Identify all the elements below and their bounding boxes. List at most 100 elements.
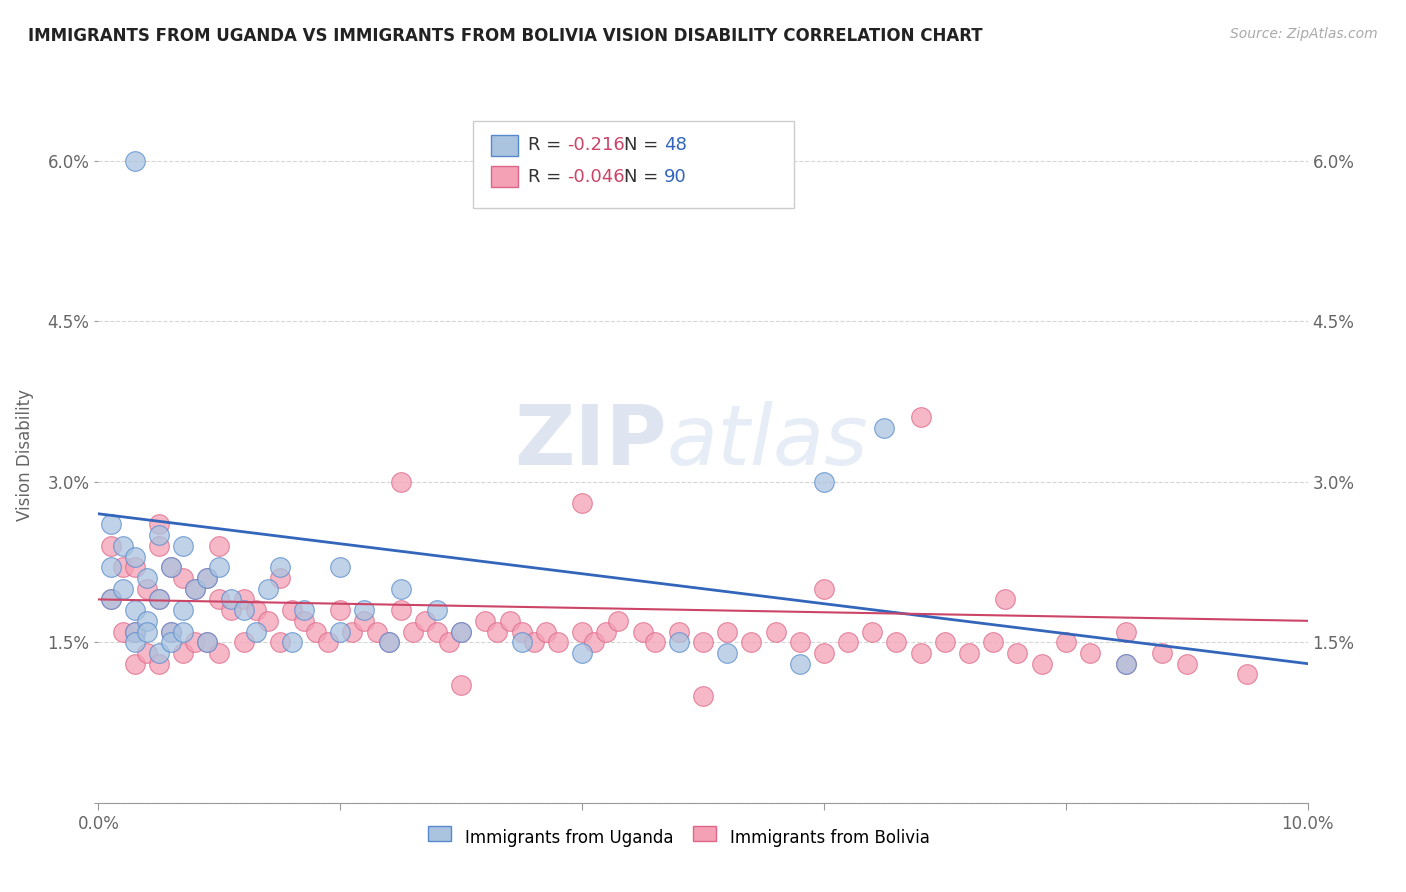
Point [111, 582, 134, 596]
Point [377, 635, 399, 649]
Point [510, 624, 533, 639]
Point [172, 603, 194, 617]
Point [474, 614, 496, 628]
Point [135, 614, 157, 628]
Text: IMMIGRANTS FROM UGANDA VS IMMIGRANTS FROM BOLIVIA VISION DISABILITY CORRELATION : IMMIGRANTS FROM UGANDA VS IMMIGRANTS FRO… [28, 27, 983, 45]
Point [329, 624, 352, 639]
Point [148, 657, 170, 671]
Point [668, 624, 690, 639]
Point [789, 635, 811, 649]
Point [124, 624, 146, 639]
Point [148, 517, 170, 532]
Point [184, 582, 207, 596]
Point [124, 153, 146, 168]
Point [583, 635, 606, 649]
Point [172, 539, 194, 553]
Point [111, 539, 134, 553]
Point [595, 624, 617, 639]
Point [124, 603, 146, 617]
Point [1115, 624, 1137, 639]
Point [256, 614, 278, 628]
Point [124, 624, 146, 639]
Point [389, 582, 412, 596]
Point [910, 410, 932, 425]
Point [860, 624, 883, 639]
Point [111, 560, 134, 574]
Point [957, 646, 980, 660]
Point [195, 635, 218, 649]
Point [232, 635, 254, 649]
Point [100, 592, 122, 607]
Point [124, 560, 146, 574]
Point [437, 635, 460, 649]
Point [1115, 657, 1137, 671]
Text: R =: R = [527, 168, 567, 186]
FancyBboxPatch shape [492, 135, 517, 156]
Point [342, 624, 364, 639]
Point [934, 635, 956, 649]
Point [148, 646, 170, 660]
Point [402, 624, 425, 639]
Point [668, 635, 690, 649]
Point [292, 603, 315, 617]
Point [195, 571, 218, 585]
Point [607, 614, 630, 628]
Point [245, 624, 267, 639]
Point [1078, 646, 1101, 660]
Point [160, 624, 183, 639]
Point [232, 592, 254, 607]
Point [886, 635, 908, 649]
Point [135, 571, 157, 585]
Point [426, 624, 449, 639]
Point [221, 603, 243, 617]
Text: -0.046: -0.046 [568, 168, 626, 186]
Point [329, 560, 352, 574]
Point [765, 624, 787, 639]
Point [910, 646, 932, 660]
Text: -0.216: -0.216 [568, 136, 626, 154]
Point [1152, 646, 1174, 660]
Point [571, 624, 593, 639]
Point [245, 603, 267, 617]
Point [148, 528, 170, 542]
FancyBboxPatch shape [492, 166, 517, 187]
Point [208, 539, 231, 553]
Point [450, 624, 472, 639]
Point [124, 635, 146, 649]
Point [873, 421, 896, 435]
Text: 90: 90 [664, 168, 688, 186]
Text: N =: N = [624, 136, 665, 154]
Text: atlas: atlas [666, 401, 869, 482]
Point [377, 635, 399, 649]
Point [1007, 646, 1029, 660]
Point [813, 582, 835, 596]
Point [184, 635, 207, 649]
Point [148, 539, 170, 553]
Point [269, 560, 291, 574]
Point [1175, 657, 1198, 671]
Text: N =: N = [624, 168, 665, 186]
Point [148, 592, 170, 607]
Point [160, 560, 183, 574]
Point [160, 635, 183, 649]
Point [100, 592, 122, 607]
Point [232, 603, 254, 617]
Point [256, 582, 278, 596]
Legend: Immigrants from Uganda, Immigrants from Bolivia: Immigrants from Uganda, Immigrants from … [422, 822, 936, 854]
Point [316, 635, 339, 649]
Point [366, 624, 388, 639]
Point [692, 689, 714, 703]
Point [716, 624, 738, 639]
Point [571, 646, 593, 660]
Point [124, 657, 146, 671]
Y-axis label: Vision Disability: Vision Disability [15, 389, 34, 521]
Point [208, 560, 231, 574]
Point [426, 603, 449, 617]
Text: ZIP: ZIP [515, 401, 666, 482]
Point [160, 560, 183, 574]
Point [510, 635, 533, 649]
Point [184, 582, 207, 596]
Point [789, 657, 811, 671]
Point [353, 614, 375, 628]
Point [813, 475, 835, 489]
